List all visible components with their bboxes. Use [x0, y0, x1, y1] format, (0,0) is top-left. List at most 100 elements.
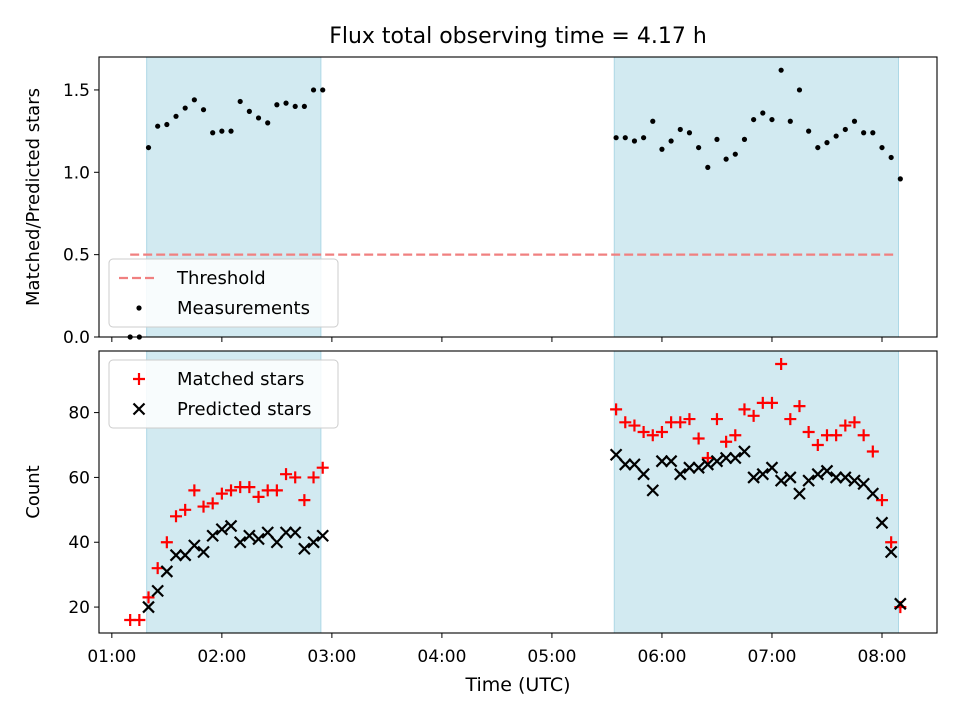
- measurement-point: [320, 87, 326, 93]
- predicted-star-marker: [729, 451, 742, 465]
- predicted-star-marker: [774, 474, 788, 487]
- observing-window: [613, 350, 899, 634]
- measurement-point: [751, 116, 757, 123]
- y-tick-label: 1.0: [63, 163, 90, 183]
- predicted-star-marker: [756, 467, 770, 481]
- predicted-star-marker: [866, 487, 880, 500]
- predicted-star-marker: [793, 487, 806, 500]
- measurement-point: [631, 138, 638, 144]
- matched-star-marker: [866, 445, 879, 458]
- predicted-star-marker: [151, 584, 164, 598]
- legend-label: Matched stars: [177, 369, 304, 390]
- matched-star-marker: [151, 562, 164, 575]
- predicted-star-marker: [839, 471, 852, 484]
- predicted-star-marker: [243, 529, 256, 543]
- predicted-star-marker: [820, 464, 834, 478]
- legend-label: Threshold: [176, 268, 266, 289]
- predicted-star-marker: [609, 448, 623, 462]
- matched-star-marker: [316, 461, 329, 474]
- y-axis-label: Count: [23, 465, 44, 518]
- measurement-point: [292, 103, 298, 110]
- predicted-star-marker: [848, 474, 861, 487]
- matched-star-marker: [142, 591, 155, 604]
- measurement-point: [237, 98, 243, 105]
- matched-star-marker: [307, 471, 320, 484]
- measurement-point: [870, 130, 876, 136]
- x-tick-label: 04:00: [417, 647, 466, 667]
- predicted-star-marker: [784, 471, 797, 484]
- measurement-point: [246, 108, 252, 114]
- measurement-point: [173, 113, 179, 119]
- x-tick-label: 08:00: [857, 647, 906, 667]
- matched-star-marker: [683, 413, 696, 426]
- measurement-point: [613, 135, 619, 141]
- matched-star-marker: [289, 471, 302, 484]
- measurement-point: [145, 144, 152, 151]
- measurement-point: [696, 144, 702, 151]
- predicted-star-marker: [811, 467, 825, 481]
- measurement-point: [265, 120, 271, 126]
- predicted-star-marker: [664, 454, 678, 468]
- predicted-star-marker: [692, 461, 705, 474]
- predicted-star-marker: [178, 548, 192, 562]
- predicted-star-marker: [802, 474, 815, 487]
- matched-star-marker: [215, 487, 228, 500]
- measurement-point: [815, 144, 821, 151]
- matched-star-marker: [747, 409, 760, 422]
- matched-star-marker: [802, 426, 815, 439]
- matched-star-marker: [885, 536, 898, 549]
- observing-window: [613, 56, 899, 338]
- predicted-star-marker: [674, 467, 687, 481]
- matched-star-marker: [197, 500, 210, 513]
- matched-star-marker: [628, 419, 641, 432]
- matched-star-marker: [830, 429, 843, 442]
- matched-star-marker: [610, 403, 623, 416]
- matched-star-marker: [133, 614, 146, 627]
- measurement-point: [760, 110, 766, 116]
- matched-star-marker: [188, 484, 201, 497]
- matched-star-marker: [170, 510, 183, 523]
- y-tick-label: 60: [68, 468, 90, 488]
- measurement-point: [677, 126, 683, 133]
- predicted-star-marker: [618, 458, 632, 471]
- predicted-star-marker: [710, 454, 724, 468]
- measurement-point: [650, 118, 656, 124]
- matched-star-marker: [637, 426, 650, 439]
- matched-star-marker: [160, 536, 173, 549]
- predicted-star-marker: [298, 542, 311, 556]
- matched-star-marker: [839, 419, 852, 432]
- measurement-point: [824, 140, 830, 146]
- measurement-point: [641, 135, 647, 141]
- legend-measurement-swatch: [136, 305, 142, 311]
- predicted-star-marker: [206, 529, 219, 543]
- matched-star-marker: [646, 429, 659, 442]
- legend-label: Predicted stars: [177, 399, 311, 420]
- predicted-star-marker: [637, 467, 650, 481]
- matched-star-marker: [692, 432, 705, 445]
- predicted-star-marker: [738, 445, 751, 458]
- measurement-point: [200, 107, 207, 113]
- y-axis-label: Matched/Predicted stars: [23, 88, 44, 306]
- predicted-star-marker: [628, 458, 641, 471]
- matched-star-marker: [775, 357, 788, 370]
- measurement-point: [705, 164, 711, 170]
- matched-star-marker: [179, 503, 192, 516]
- measurement-point: [155, 123, 161, 129]
- measurement-point: [888, 154, 894, 161]
- measurement-point: [668, 138, 674, 144]
- measurement-point: [228, 128, 234, 134]
- matched-star-marker: [252, 490, 265, 503]
- matched-star-marker: [857, 429, 870, 442]
- measurement-point: [622, 135, 628, 141]
- matched-star-marker: [243, 481, 256, 494]
- measurement-point: [714, 136, 720, 142]
- matched-star-marker: [738, 403, 751, 416]
- predicted-star-marker: [857, 477, 870, 491]
- x-tick-label: 07:00: [747, 647, 796, 667]
- predicted-star-marker: [747, 471, 760, 484]
- matched-star-marker: [280, 468, 293, 481]
- x-tick-label: 01:00: [87, 647, 136, 667]
- measurement-point: [255, 115, 262, 121]
- measurement-point: [778, 67, 784, 73]
